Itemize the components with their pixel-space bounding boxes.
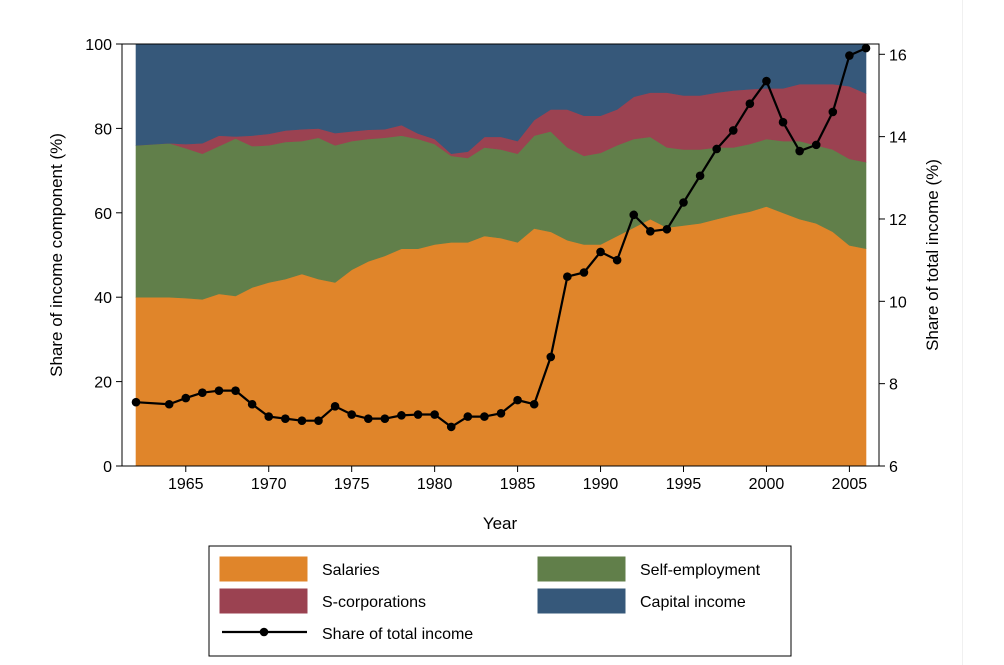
x-tick-label: 1975 <box>334 476 370 493</box>
y-tick-label-right: 6 <box>889 459 898 476</box>
total-income-share-point <box>413 410 423 419</box>
total-income-share-point <box>463 412 473 421</box>
axes: 1965 1970 1975 1980 1985 1990 1995 2000 2005 0 20 4… <box>85 37 907 493</box>
y-tick-label-right: 16 <box>889 47 907 64</box>
total-income-share-point <box>247 399 257 409</box>
total-income-share-point <box>646 227 655 236</box>
legend-label: Share of total income <box>322 626 473 643</box>
y-tick-label-left: 60 <box>94 206 112 223</box>
total-income-share-point <box>778 117 788 127</box>
legend-label: Capital income <box>640 594 746 611</box>
total-income-share-point <box>380 414 390 423</box>
total-income-share-point <box>164 399 174 409</box>
total-income-share-point <box>579 268 589 277</box>
y-tick-label-left: 20 <box>94 375 112 392</box>
legend: Salaries Self-employment S-corporations Cap… <box>208 545 792 657</box>
x-tick-label: 2005 <box>832 476 868 493</box>
total-income-share-point <box>828 107 838 117</box>
total-income-share-point <box>513 395 522 405</box>
total-income-share-point <box>845 51 854 60</box>
total-income-share-point <box>314 416 323 426</box>
y-tick-label-right: 14 <box>889 130 907 147</box>
total-income-share-point <box>281 414 290 423</box>
total-income-share-point <box>629 210 639 220</box>
total-income-share-point <box>496 409 506 418</box>
total-income-share-point <box>612 255 622 265</box>
page-edge-line <box>962 0 963 665</box>
x-tick-label: 1970 <box>251 476 287 493</box>
total-income-share-point <box>695 171 705 181</box>
total-income-share-point <box>131 397 141 407</box>
total-income-share-point <box>181 393 191 403</box>
x-tick-label: 1995 <box>666 476 702 493</box>
total-income-share-point <box>330 402 340 411</box>
total-income-share-point <box>214 386 224 395</box>
total-income-share-point <box>480 412 489 421</box>
x-tick-label: 1985 <box>500 476 536 493</box>
total-income-share-point <box>363 414 373 423</box>
total-income-share-point <box>728 126 738 135</box>
x-tick-label: 1980 <box>417 476 453 493</box>
total-income-share-point <box>795 146 804 156</box>
total-income-share-point <box>662 224 672 234</box>
legend-line-marker <box>259 627 269 637</box>
total-income-share-point <box>861 43 871 53</box>
x-tick-label: 1965 <box>168 476 204 493</box>
total-income-share-point <box>347 410 356 419</box>
total-income-share-point <box>563 272 572 281</box>
plot-frame <box>121 43 880 467</box>
y-tick-label-left: 0 <box>103 459 112 476</box>
total-income-share-point <box>297 416 307 426</box>
legend-label: Self-employment <box>640 562 761 579</box>
total-income-share-point <box>762 76 771 86</box>
total-income-share-point <box>397 411 406 420</box>
total-income-share-point <box>679 198 688 207</box>
y-tick-label-left: 80 <box>94 121 112 138</box>
legend-swatch-self-employment <box>537 556 626 582</box>
total-income-share-point <box>546 352 556 362</box>
y-tick-label-right: 10 <box>889 294 907 311</box>
y-tick-label-left: 100 <box>85 37 112 54</box>
y-axis-title-right: Share of total income (%) <box>923 159 942 351</box>
total-income-share-point <box>264 412 274 421</box>
stacked-areas <box>135 43 867 467</box>
legend-swatch-s-corporations <box>219 588 308 614</box>
total-income-share-point <box>712 144 721 154</box>
y-tick-label-left: 40 <box>94 290 112 307</box>
x-tick-label: 2000 <box>749 476 785 493</box>
total-income-share-line <box>131 43 871 432</box>
total-income-share-point <box>446 422 456 432</box>
x-axis-title: Year <box>483 514 518 533</box>
legend-swatch-capital-income <box>537 588 626 614</box>
legend-label: S-corporations <box>322 594 426 611</box>
y-tick-label-right: 12 <box>889 212 907 229</box>
legend-label: Salaries <box>322 562 380 579</box>
axis-titles: Year Share of income component (%) Share… <box>47 133 942 533</box>
y-axis-title-left: Share of income component (%) <box>47 133 66 377</box>
total-income-share-point <box>231 386 240 395</box>
total-income-share-point <box>430 410 439 419</box>
total-income-share-point <box>198 388 207 398</box>
total-income-share-point <box>596 247 605 257</box>
legend-swatch-salaries <box>219 556 308 582</box>
y-tick-label-right: 8 <box>889 377 898 394</box>
x-tick-label: 1990 <box>583 476 619 493</box>
total-income-share-point <box>745 99 755 108</box>
total-income-share-point <box>529 399 539 409</box>
total-income-share-point <box>811 140 821 150</box>
